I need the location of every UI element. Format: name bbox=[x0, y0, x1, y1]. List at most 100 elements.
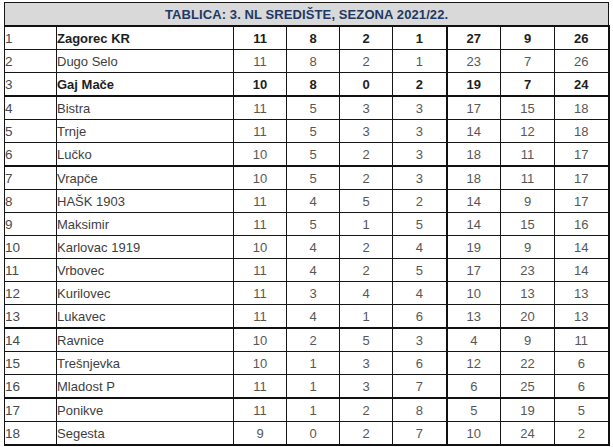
stat-cell: 4 bbox=[287, 259, 340, 282]
stat-cell: 16 bbox=[555, 213, 609, 236]
stat-cell: 22 bbox=[501, 352, 555, 375]
stat-cell: 19 bbox=[501, 398, 555, 422]
stat-cell: 11 bbox=[234, 282, 287, 305]
table-row: 8HAŠK 19031145214917 bbox=[5, 190, 609, 213]
stat-cell: 0 bbox=[340, 73, 393, 97]
team-name-cell: Dugo Selo bbox=[57, 50, 234, 73]
stat-cell: 2 bbox=[393, 190, 447, 213]
table-title: TABLICA: 3. NL SREDIŠTE, SEZONA 2021/22. bbox=[5, 3, 609, 27]
rank-cell: 10 bbox=[5, 236, 57, 259]
stat-cell: 26 bbox=[555, 50, 609, 73]
stat-cell: 12 bbox=[501, 120, 555, 143]
table-row: 7Vrapče10523181117 bbox=[5, 166, 609, 190]
league-table-page: TABLICA: 3. NL SREDIŠTE, SEZONA 2021/22.… bbox=[0, 0, 613, 447]
rank-cell: 6 bbox=[5, 143, 57, 167]
stat-cell: 6 bbox=[555, 352, 609, 375]
stat-cell: 24 bbox=[555, 73, 609, 97]
team-name-cell: HAŠK 1903 bbox=[57, 190, 234, 213]
stat-cell: 2 bbox=[287, 328, 340, 352]
stat-cell: 0 bbox=[287, 422, 340, 446]
team-name-cell: Zagorec KR bbox=[57, 26, 234, 50]
stat-cell: 4 bbox=[447, 328, 501, 352]
stat-cell: 3 bbox=[340, 375, 393, 399]
team-name-cell: Kurilovec bbox=[57, 282, 234, 305]
stat-cell: 9 bbox=[501, 236, 555, 259]
league-table: TABLICA: 3. NL SREDIŠTE, SEZONA 2021/22.… bbox=[4, 2, 610, 446]
stat-cell: 3 bbox=[393, 166, 447, 190]
table-row: 16Mladost P111376256 bbox=[5, 375, 609, 399]
stat-cell: 5 bbox=[287, 96, 340, 120]
stat-cell: 10 bbox=[234, 143, 287, 167]
stat-cell: 2 bbox=[555, 422, 609, 446]
table-row: 11Vrbovec11425172314 bbox=[5, 259, 609, 282]
stat-cell: 17 bbox=[447, 96, 501, 120]
team-name-cell: Gaj Mače bbox=[57, 73, 234, 97]
stat-cell: 14 bbox=[447, 190, 501, 213]
team-name-cell: Trešnjevka bbox=[57, 352, 234, 375]
stat-cell: 10 bbox=[234, 236, 287, 259]
stat-cell: 6 bbox=[393, 305, 447, 329]
stat-cell: 5 bbox=[447, 398, 501, 422]
stat-cell: 11 bbox=[555, 328, 609, 352]
stat-cell: 2 bbox=[340, 259, 393, 282]
stat-cell: 13 bbox=[501, 282, 555, 305]
stat-cell: 5 bbox=[287, 120, 340, 143]
stat-cell: 6 bbox=[393, 352, 447, 375]
table-row: 1Zagorec KR1182127926 bbox=[5, 26, 609, 50]
table-row: 13Lukavec11416132013 bbox=[5, 305, 609, 329]
stat-cell: 11 bbox=[234, 120, 287, 143]
stat-cell: 11 bbox=[234, 190, 287, 213]
stat-cell: 6 bbox=[447, 375, 501, 399]
stat-cell: 7 bbox=[393, 375, 447, 399]
team-name-cell: Lukavec bbox=[57, 305, 234, 329]
team-name-cell: Segesta bbox=[57, 422, 234, 446]
stat-cell: 14 bbox=[447, 120, 501, 143]
stat-cell: 8 bbox=[287, 50, 340, 73]
stat-cell: 1 bbox=[340, 305, 393, 329]
stat-cell: 5 bbox=[287, 143, 340, 167]
stat-cell: 18 bbox=[555, 96, 609, 120]
stat-cell: 24 bbox=[501, 422, 555, 446]
stat-cell: 4 bbox=[287, 305, 340, 329]
stat-cell: 15 bbox=[501, 213, 555, 236]
stat-cell: 18 bbox=[447, 143, 501, 167]
stat-cell: 25 bbox=[501, 375, 555, 399]
stat-cell: 14 bbox=[447, 213, 501, 236]
table-title-row: TABLICA: 3. NL SREDIŠTE, SEZONA 2021/22. bbox=[5, 3, 609, 27]
stat-cell: 5 bbox=[555, 398, 609, 422]
stat-cell: 13 bbox=[447, 305, 501, 329]
team-name-cell: Maksimir bbox=[57, 213, 234, 236]
stat-cell: 11 bbox=[234, 96, 287, 120]
stat-cell: 17 bbox=[555, 190, 609, 213]
stat-cell: 17 bbox=[447, 259, 501, 282]
stat-cell: 17 bbox=[555, 166, 609, 190]
team-name-cell: Vrapče bbox=[57, 166, 234, 190]
stat-cell: 3 bbox=[393, 120, 447, 143]
table-row: 17Ponikve111285195 bbox=[5, 398, 609, 422]
stat-cell: 27 bbox=[447, 26, 501, 50]
rank-cell: 18 bbox=[5, 422, 57, 446]
rank-cell: 17 bbox=[5, 398, 57, 422]
stat-cell: 10 bbox=[447, 422, 501, 446]
table-row: 6Lučko10523181117 bbox=[5, 143, 609, 167]
stat-cell: 2 bbox=[393, 73, 447, 97]
team-name-cell: Bistra bbox=[57, 96, 234, 120]
table-row: 15Trešnjevka1013612226 bbox=[5, 352, 609, 375]
stat-cell: 4 bbox=[393, 282, 447, 305]
team-name-cell: Karlovac 1919 bbox=[57, 236, 234, 259]
stat-cell: 8 bbox=[287, 73, 340, 97]
stat-cell: 5 bbox=[287, 166, 340, 190]
stat-cell: 11 bbox=[234, 50, 287, 73]
stat-cell: 2 bbox=[340, 236, 393, 259]
stat-cell: 17 bbox=[555, 143, 609, 167]
stat-cell: 5 bbox=[340, 328, 393, 352]
stat-cell: 4 bbox=[287, 236, 340, 259]
stat-cell: 15 bbox=[501, 96, 555, 120]
team-name-cell: Ravnice bbox=[57, 328, 234, 352]
stat-cell: 11 bbox=[234, 305, 287, 329]
table-body: 1Zagorec KR11821279262Dugo Selo118212372… bbox=[5, 26, 609, 445]
stat-cell: 11 bbox=[501, 143, 555, 167]
stat-cell: 2 bbox=[340, 422, 393, 446]
rank-cell: 12 bbox=[5, 282, 57, 305]
stat-cell: 3 bbox=[340, 96, 393, 120]
